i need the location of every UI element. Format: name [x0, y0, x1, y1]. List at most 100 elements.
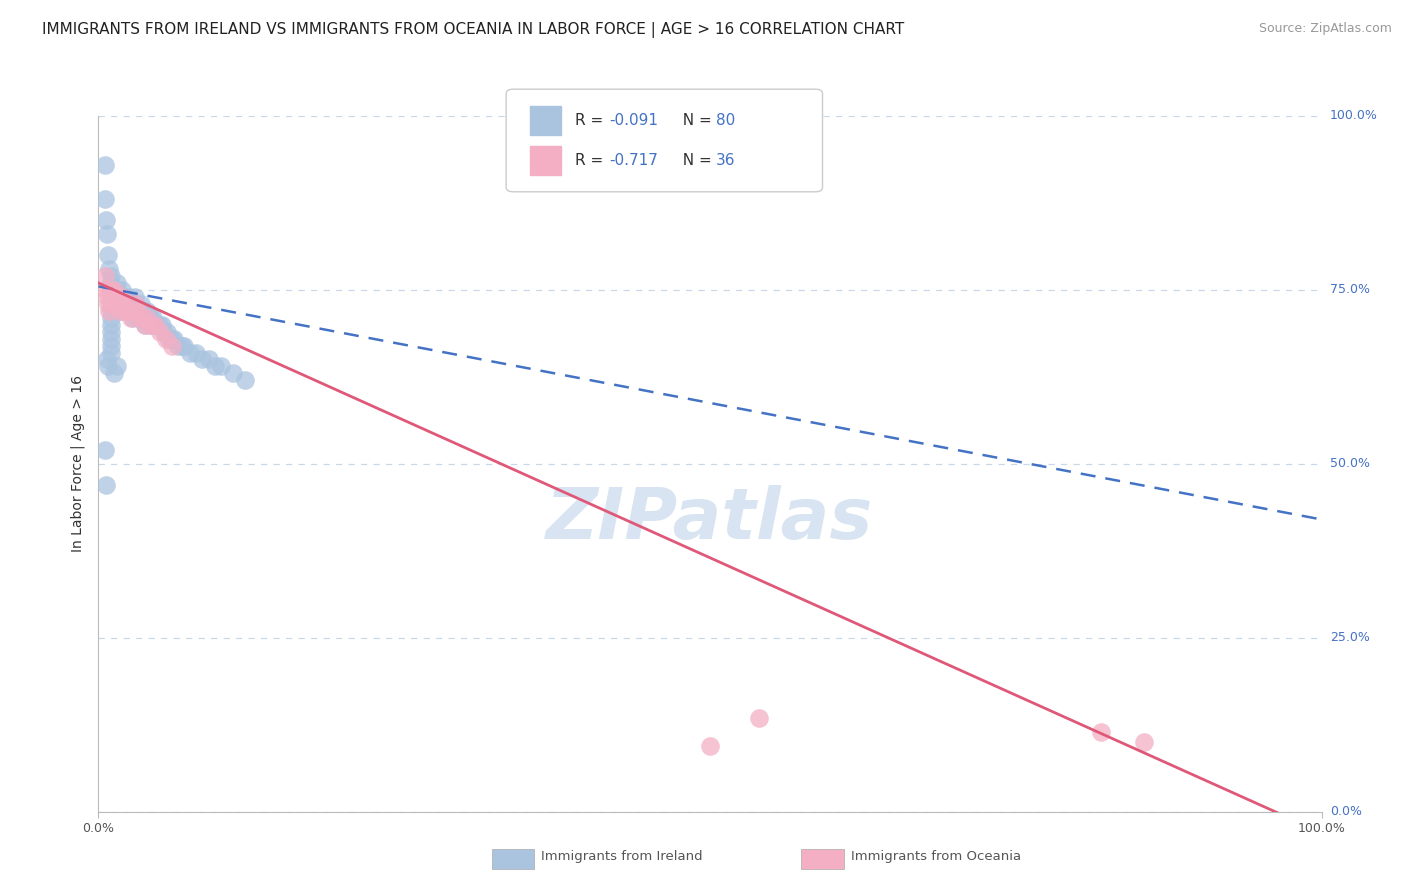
Point	[127, 303, 149, 318]
Text: 50.0%: 50.0%	[1330, 458, 1369, 470]
Point	[120, 303, 142, 318]
Point	[100, 303, 122, 318]
Point	[107, 290, 129, 304]
Point	[105, 290, 128, 304]
Point	[100, 310, 122, 325]
Point	[94, 213, 117, 227]
Point	[100, 283, 122, 297]
Point	[110, 303, 132, 318]
Point	[104, 297, 127, 311]
Point	[121, 310, 143, 325]
Point	[100, 283, 122, 297]
Point	[139, 310, 162, 325]
Point	[120, 310, 142, 325]
Text: 0.0%: 0.0%	[1330, 805, 1362, 818]
Point	[163, 332, 186, 346]
Point	[129, 297, 152, 311]
Point	[186, 345, 208, 359]
Point	[114, 303, 136, 318]
Point	[103, 283, 125, 297]
Point	[105, 359, 128, 374]
Point	[100, 325, 122, 339]
Point	[120, 297, 142, 311]
Point	[96, 352, 118, 367]
Point	[139, 318, 162, 332]
Point	[167, 338, 190, 352]
Point	[94, 477, 117, 491]
Point	[100, 338, 122, 352]
Point	[117, 297, 139, 311]
Text: Immigrants from Ireland: Immigrants from Ireland	[541, 850, 703, 863]
Text: IMMIGRANTS FROM IRELAND VS IMMIGRANTS FROM OCEANIA IN LABOR FORCE | AGE > 16 COR: IMMIGRANTS FROM IRELAND VS IMMIGRANTS FR…	[42, 22, 904, 38]
Point	[111, 283, 134, 297]
Point	[124, 290, 146, 304]
Point	[233, 373, 256, 387]
Text: 75.0%: 75.0%	[1330, 284, 1369, 296]
Point	[96, 227, 118, 242]
Point	[115, 303, 138, 318]
Point	[101, 297, 124, 311]
Text: Source: ZipAtlas.com: Source: ZipAtlas.com	[1258, 22, 1392, 36]
Point	[204, 359, 226, 374]
Text: 80: 80	[716, 113, 735, 128]
Point	[104, 290, 127, 304]
Point	[153, 325, 176, 339]
Point	[1090, 724, 1112, 739]
Point	[103, 367, 125, 381]
Point	[143, 318, 166, 332]
Point	[105, 283, 128, 297]
Point	[222, 367, 245, 381]
Point	[101, 297, 124, 311]
Y-axis label: In Labor Force | Age > 16: In Labor Force | Age > 16	[70, 376, 86, 552]
Point	[173, 338, 195, 352]
Point	[209, 359, 232, 374]
Point	[134, 318, 156, 332]
Point	[138, 310, 160, 325]
Point	[103, 290, 125, 304]
Point	[94, 283, 117, 297]
Point	[150, 318, 173, 332]
Point	[136, 303, 159, 318]
Point	[93, 442, 115, 457]
Point	[179, 345, 201, 359]
Point	[93, 158, 115, 172]
Point	[100, 290, 122, 304]
Text: N =: N =	[673, 113, 717, 128]
Point	[134, 318, 156, 332]
Point	[191, 352, 214, 367]
Point	[108, 297, 131, 311]
Point	[118, 290, 141, 304]
Point	[105, 276, 128, 290]
Point	[96, 290, 118, 304]
Point	[100, 276, 122, 290]
Text: 100.0%: 100.0%	[1330, 110, 1378, 122]
Point	[100, 297, 122, 311]
Point	[100, 268, 122, 283]
Point	[110, 303, 132, 318]
Point	[139, 318, 162, 332]
Point	[160, 332, 183, 346]
Point	[115, 303, 138, 318]
Point	[127, 303, 149, 318]
Point	[101, 290, 124, 304]
Point	[143, 318, 166, 332]
Point	[103, 283, 125, 297]
Point	[97, 297, 120, 311]
Point	[97, 248, 120, 262]
Point	[97, 359, 120, 374]
Text: R =: R =	[575, 153, 609, 168]
Point	[101, 283, 124, 297]
Point	[118, 303, 141, 318]
Point	[111, 297, 134, 311]
Text: ZIPatlas: ZIPatlas	[547, 485, 873, 554]
Point	[112, 290, 135, 304]
Point	[1133, 735, 1156, 749]
Point	[129, 310, 152, 325]
Point	[125, 297, 148, 311]
Point	[155, 332, 177, 346]
Point	[108, 297, 131, 311]
Point	[132, 310, 155, 325]
Point	[111, 297, 134, 311]
Point	[100, 332, 122, 346]
Point	[100, 345, 122, 359]
